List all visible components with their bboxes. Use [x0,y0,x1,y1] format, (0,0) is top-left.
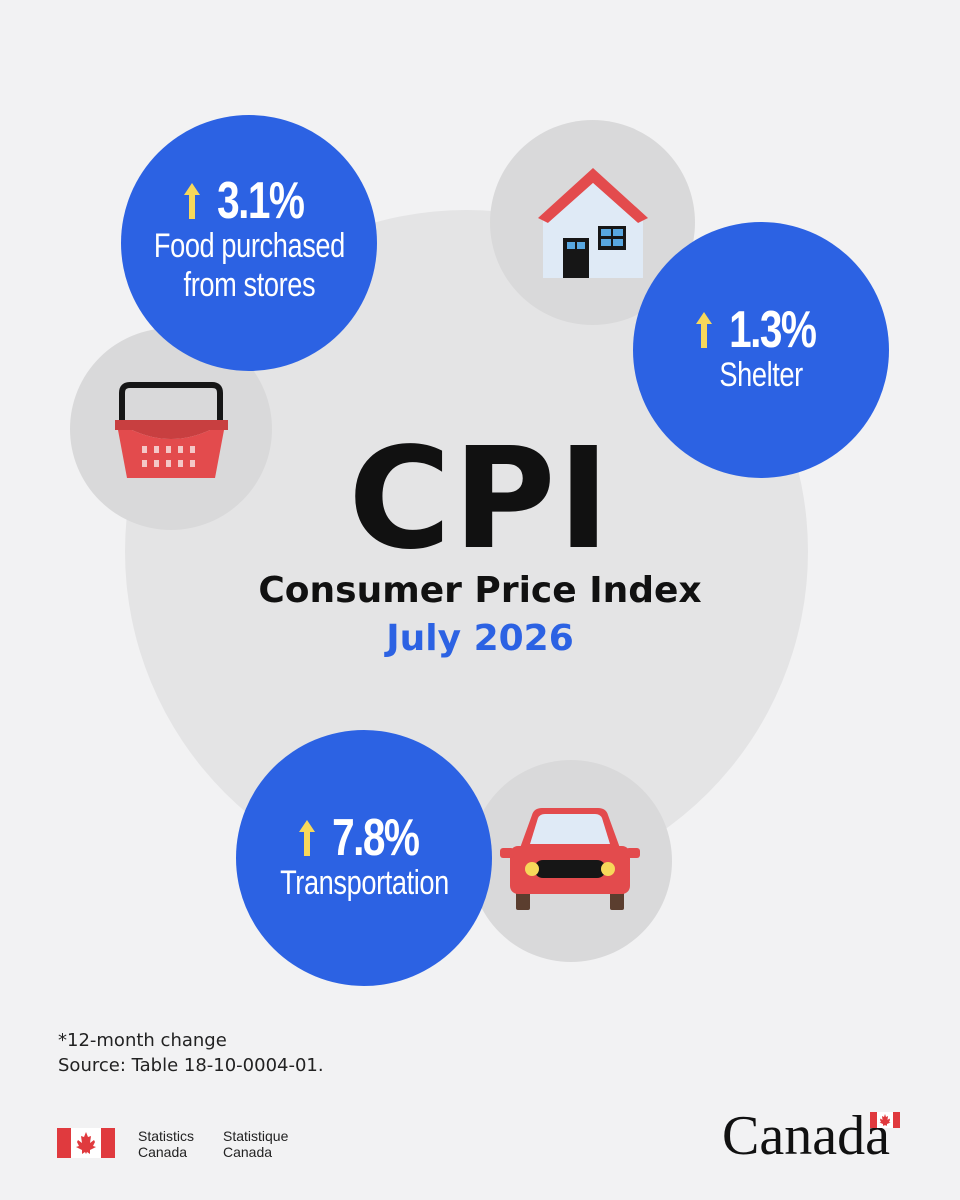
stat-food-value: 3.1% [216,171,305,230]
reference-date: July 2026 [386,618,574,659]
stat-shelter-value: 1.3% [728,301,817,360]
wordmark-flag-icon [870,1112,900,1128]
arrow-up-icon [695,312,712,349]
footnote-note: *12-month change [58,1030,227,1051]
car-icon-circle [470,760,672,962]
shopping-basket-icon [115,382,228,478]
arrow-up-icon [183,182,200,219]
footnote-source: Source: Table 18-10-0004-01. [58,1055,324,1076]
statcan-fr-line1: Statistique [223,1128,289,1144]
stat-transportation-label: Transportation [279,864,449,903]
stat-shelter: 1.3% Shelter [633,222,889,478]
statcan-fr-line2: Canada [223,1144,273,1160]
house-icon [538,168,648,278]
stat-shelter-label: Shelter [719,356,803,395]
statcan-en-line1: Statistics [138,1128,195,1144]
stat-food-label: Food purchased from stores [153,226,345,304]
canada-wordmark: Canada [722,1108,912,1168]
statcan-name-en: Statistics Canada [138,1128,194,1160]
stat-transportation: 7.8% Transportation [236,730,492,986]
statcan-name-fr: Statistique Canada [223,1128,288,1160]
stat-transportation-value: 7.8% [331,809,420,868]
stat-food: 3.1% Food purchased from stores [121,115,377,371]
footnote: *12-month change Source: Table 18-10-000… [58,1028,324,1078]
page-subtitle: Consumer Price Index [258,570,702,611]
arrow-up-icon [298,820,315,857]
canada-flag-icon [57,1128,115,1158]
car-icon [500,808,640,910]
statcan-en-line2: Canada [138,1144,188,1160]
statcan-logo [57,1128,115,1162]
house-icon-circle [490,120,695,325]
canada-wordmark-text: Canada [722,1105,890,1167]
page-title: CPI [348,418,612,581]
